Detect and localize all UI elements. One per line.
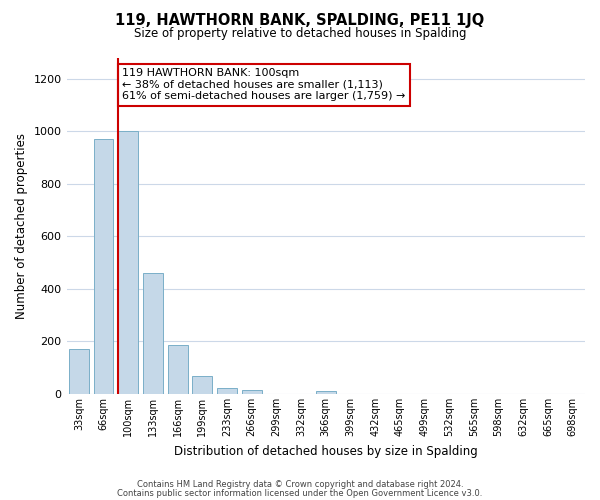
Text: 119, HAWTHORN BANK, SPALDING, PE11 1JQ: 119, HAWTHORN BANK, SPALDING, PE11 1JQ — [115, 12, 485, 28]
Y-axis label: Number of detached properties: Number of detached properties — [15, 133, 28, 319]
Text: Size of property relative to detached houses in Spalding: Size of property relative to detached ho… — [134, 28, 466, 40]
Bar — [69, 350, 89, 394]
Text: Contains public sector information licensed under the Open Government Licence v3: Contains public sector information licen… — [118, 488, 482, 498]
Bar — [316, 392, 335, 394]
Bar — [217, 388, 237, 394]
Text: Contains HM Land Registry data © Crown copyright and database right 2024.: Contains HM Land Registry data © Crown c… — [137, 480, 463, 489]
Text: 119 HAWTHORN BANK: 100sqm
← 38% of detached houses are smaller (1,113)
61% of se: 119 HAWTHORN BANK: 100sqm ← 38% of detac… — [122, 68, 406, 101]
Bar — [242, 390, 262, 394]
X-axis label: Distribution of detached houses by size in Spalding: Distribution of detached houses by size … — [174, 444, 478, 458]
Bar — [193, 376, 212, 394]
Bar — [94, 139, 113, 394]
Bar — [118, 131, 138, 394]
Bar — [143, 273, 163, 394]
Bar — [168, 346, 188, 394]
